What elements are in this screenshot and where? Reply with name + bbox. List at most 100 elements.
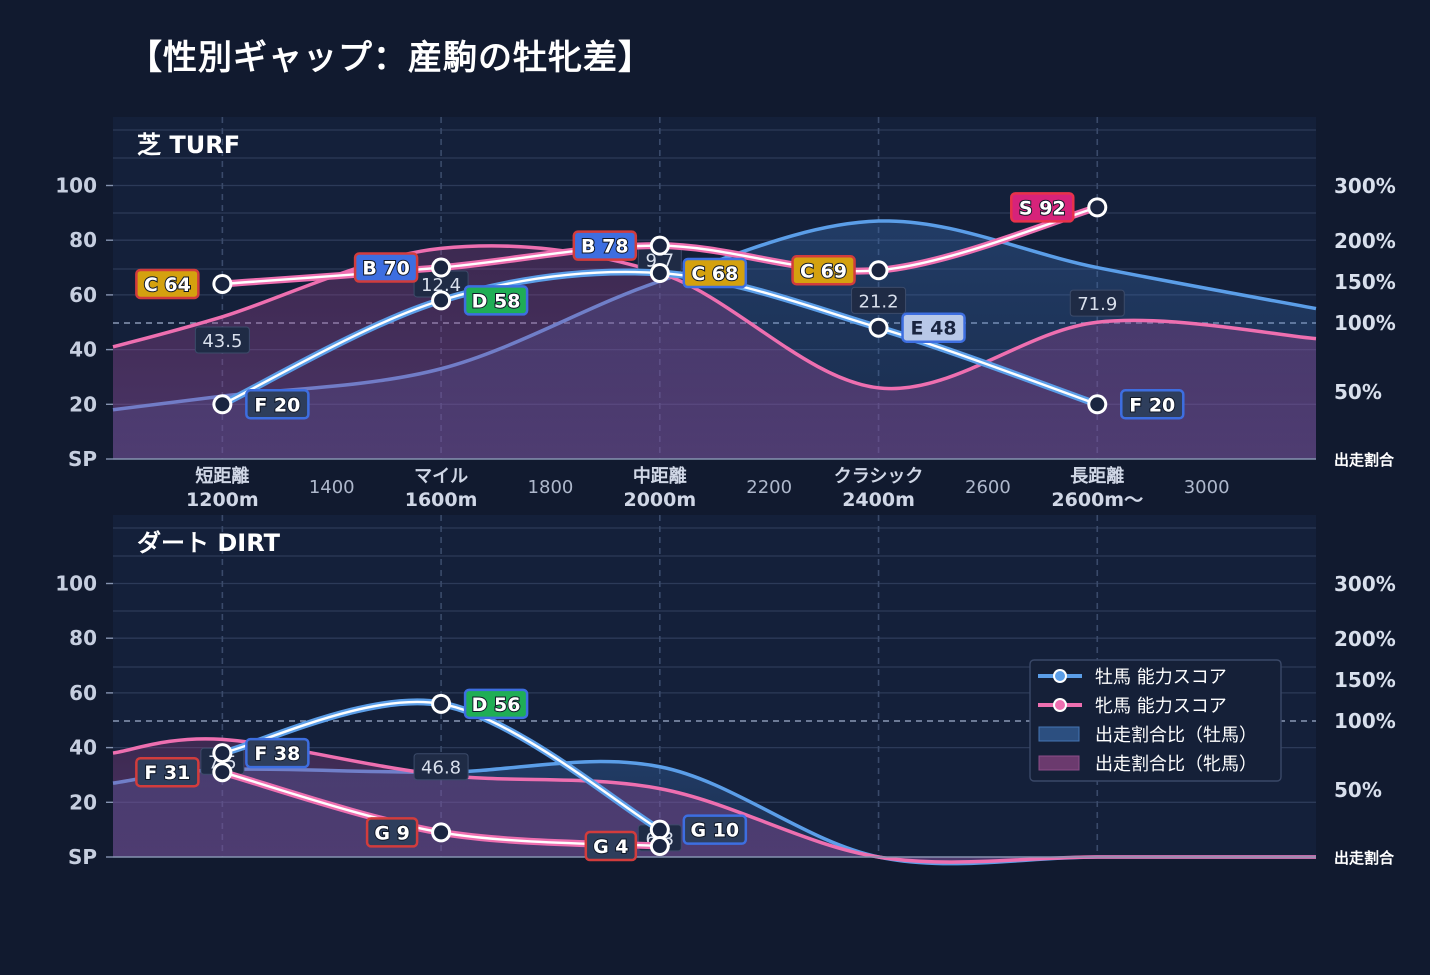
right-tick-label: 200% — [1334, 229, 1396, 253]
right-tick-label: 150% — [1334, 270, 1396, 294]
right-tick-label: 50% — [1334, 778, 1382, 802]
x-category-distance: 1600m — [405, 489, 478, 511]
grade-badge — [135, 268, 200, 300]
score-marker-male-core — [434, 696, 449, 711]
x-category-distance: 2000m — [623, 489, 696, 511]
y-tick-label: SP — [68, 845, 97, 869]
right-tick-label: 300% — [1334, 572, 1396, 596]
grade-label: F 31 — [144, 762, 190, 784]
legend-swatch-male — [1038, 726, 1080, 742]
legend-box — [1029, 659, 1282, 782]
chart-title: 【性別ギャップ：産駒の牡牝差】 — [128, 38, 653, 78]
ratio-value-box — [413, 753, 469, 781]
x-category-label: マイル — [414, 466, 468, 487]
grade-label: E 48 — [911, 318, 957, 340]
ratio-value-label: 21.2 — [859, 291, 899, 312]
x-numeric-tick: 2600 — [965, 477, 1011, 498]
grade-badge — [584, 830, 638, 862]
ratio-value-box — [1069, 289, 1125, 317]
score-marker-female-core — [871, 263, 886, 278]
grade-label: B 78 — [581, 236, 629, 258]
y-tick-label: 80 — [69, 626, 97, 650]
ratio-value-label: 43.5 — [202, 331, 242, 352]
x-category-label: 中距離 — [633, 465, 687, 487]
y-tick-label: 20 — [69, 790, 97, 814]
grade-badge — [463, 285, 529, 316]
legend-label: 牝馬 能力スコア — [1095, 696, 1227, 717]
x-numeric-tick: 2200 — [746, 477, 792, 498]
score-marker-male-core — [652, 266, 667, 281]
legend-swatch-female — [1038, 755, 1080, 771]
grade-label: G 10 — [690, 820, 739, 842]
x-category-label: 短距離 — [195, 465, 249, 487]
y-tick-label: 20 — [69, 392, 97, 416]
score-marker-female-core — [434, 825, 449, 840]
x-numeric-tick: 1800 — [528, 477, 574, 498]
y-tick-label: 40 — [69, 338, 97, 362]
grade-label: F 38 — [254, 743, 300, 765]
right-tick-label: 100% — [1334, 709, 1396, 733]
ratio-value-box — [194, 326, 250, 354]
x-category-label: クラシック — [834, 466, 924, 487]
score-marker-female-core — [215, 765, 230, 780]
y-tick-label: 40 — [69, 736, 97, 760]
grade-badge — [901, 312, 966, 343]
grade-badge — [572, 230, 638, 261]
right-tick-label: 200% — [1334, 627, 1396, 651]
score-marker-female-core — [215, 276, 230, 291]
grade-badge — [245, 389, 310, 420]
grade-label: F 20 — [254, 394, 300, 416]
x-category-distance: 2600m〜 — [1051, 489, 1143, 511]
ratio-value-label: 46.8 — [421, 758, 461, 779]
grade-label: D 56 — [472, 694, 521, 716]
ratio-value-label: 12.4 — [421, 275, 461, 296]
grade-badge — [245, 737, 310, 769]
grade-label: C 64 — [144, 274, 191, 296]
y-tick-label: 60 — [69, 283, 97, 307]
y-tick-label: SP — [68, 447, 97, 471]
x-category-distance: 1200m — [186, 489, 259, 511]
right-axis-label: 出走割合 — [1334, 451, 1395, 469]
right-axis-label: 出走割合 — [1334, 849, 1395, 867]
grade-label: G 9 — [374, 822, 409, 844]
score-marker-male-core — [1090, 397, 1105, 412]
ratio-value-box — [851, 286, 907, 314]
y-tick-label: 80 — [69, 228, 97, 252]
grade-label: F 20 — [1129, 394, 1175, 416]
legend-label: 出走割合比（牡馬） — [1095, 725, 1257, 746]
grade-badge — [682, 814, 748, 845]
y-tick-label: 100 — [55, 572, 97, 596]
legend-marker-male-core — [1055, 671, 1065, 681]
grade-label: S 92 — [1019, 197, 1066, 219]
panel-label: ダート DIRT — [137, 529, 281, 557]
x-numeric-tick: 1400 — [309, 477, 355, 498]
grade-label: D 58 — [472, 290, 521, 312]
legend-marker-female-core — [1055, 700, 1065, 710]
grade-badge — [353, 252, 419, 283]
score-marker-male-core — [215, 746, 230, 761]
ratio-area-female — [113, 245, 1316, 459]
legend-label: 牡馬 能力スコア — [1095, 667, 1227, 688]
grade-label: G 4 — [593, 836, 628, 858]
x-numeric-tick: 3000 — [1184, 477, 1230, 498]
right-tick-label: 50% — [1334, 380, 1382, 404]
ratio-value-label: 71.9 — [1077, 294, 1117, 315]
panel-turf: SP 20 40 60 80 100 50% 100% 150% 200% 300% 出走割合 芝 TU… — [55, 117, 1396, 511]
grade-badge — [1120, 389, 1185, 420]
score-marker-female-core — [434, 260, 449, 275]
x-category-distance: 2400m — [842, 489, 915, 511]
score-marker-male-core — [652, 822, 667, 837]
score-marker-female-core — [652, 238, 667, 253]
grade-label: B 70 — [362, 258, 410, 280]
score-marker-male-core — [871, 320, 886, 335]
score-marker-female-core — [1090, 200, 1105, 215]
grade-badge — [135, 756, 200, 788]
y-tick-label: 60 — [69, 681, 97, 705]
score-marker-female-core — [652, 839, 667, 854]
legend-label: 出走割合比（牝馬） — [1095, 754, 1257, 775]
score-marker-male-core — [434, 293, 449, 308]
grade-badge — [365, 817, 419, 848]
grade-label: C 69 — [800, 260, 847, 282]
